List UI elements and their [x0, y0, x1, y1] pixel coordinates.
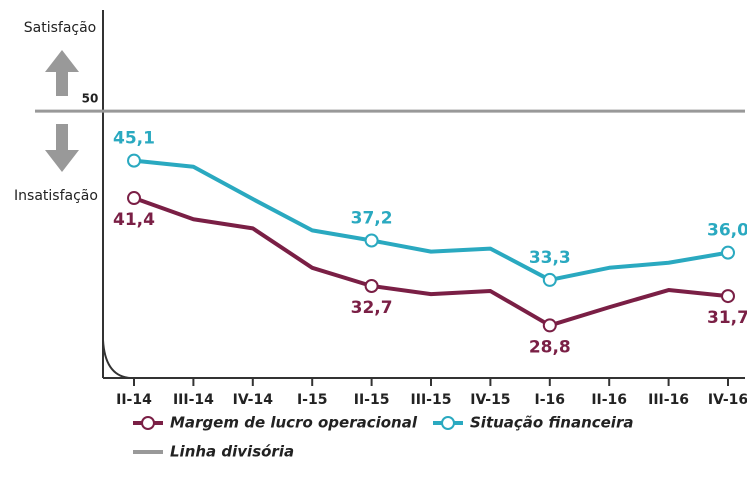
data-label: 28,8 — [529, 337, 571, 357]
up-arrow — [45, 50, 79, 96]
y-tick-label: 50 — [82, 92, 99, 106]
dissatisfaction-label: Insatisfação — [14, 188, 98, 204]
x-tick-label: IV-14 — [233, 392, 274, 408]
axis-break — [102, 339, 131, 379]
x-tick-label: I-15 — [297, 392, 328, 408]
data-label: 37,2 — [351, 209, 393, 229]
point-marker — [364, 233, 379, 248]
point-marker — [542, 272, 557, 287]
x-tick-label: III-16 — [648, 392, 689, 408]
x-tick-label: I-16 — [535, 392, 566, 408]
legend-marker — [441, 416, 455, 430]
data-label: 32,7 — [351, 298, 393, 318]
series-line — [133, 158, 729, 282]
legend-marker — [141, 416, 155, 430]
x-tick-label: IV-16 — [708, 392, 747, 408]
x-tick-label: II-16 — [591, 392, 627, 408]
x-tick-label: II-15 — [354, 392, 390, 408]
down-arrow — [45, 124, 79, 172]
data-label: 33,3 — [529, 248, 571, 268]
series-line — [133, 196, 729, 328]
point-marker — [127, 153, 141, 168]
data-label: 36,0 — [707, 221, 747, 241]
x-tick-label: III-14 — [173, 392, 214, 408]
point-marker — [721, 245, 735, 260]
data-label: 41,4 — [113, 210, 155, 230]
point-marker — [542, 318, 557, 333]
satisfaction-label: Satisfação — [24, 20, 97, 36]
legend-label: Margem de lucro operacional — [170, 414, 418, 432]
point-marker — [364, 279, 379, 293]
point-marker — [127, 191, 141, 206]
x-tick-label: III-15 — [411, 392, 452, 408]
point-marker — [721, 289, 735, 304]
x-tick-label: II-14 — [116, 392, 152, 408]
legend-label: Linha divisória — [170, 443, 294, 461]
legend-label: Situação financeira — [470, 414, 633, 432]
x-tick-label: IV-15 — [470, 392, 510, 408]
data-label: 45,1 — [113, 129, 155, 149]
data-label: 31,7 — [707, 308, 747, 328]
